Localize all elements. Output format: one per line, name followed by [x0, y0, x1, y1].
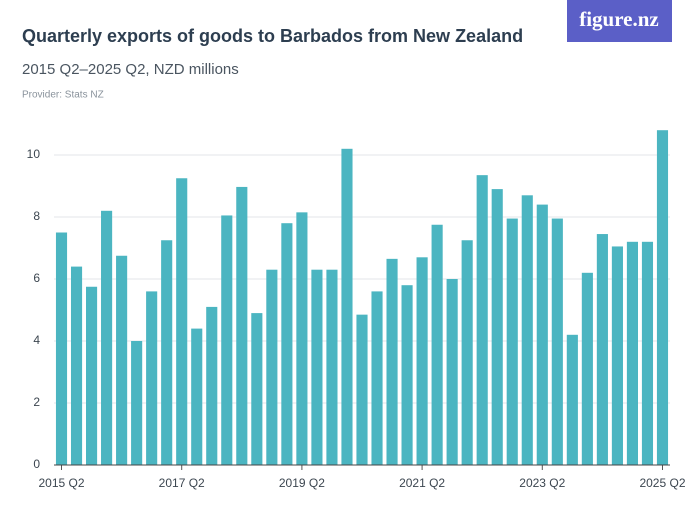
y-tick-label: 6 — [33, 271, 40, 285]
bar — [626, 241, 638, 465]
y-tick-label: 10 — [27, 147, 41, 161]
bar — [70, 266, 83, 465]
bar — [266, 269, 278, 465]
bar — [206, 306, 218, 465]
y-tick-label: 2 — [33, 395, 40, 409]
bar — [371, 291, 383, 465]
bar — [176, 178, 188, 465]
bar — [581, 272, 593, 465]
provider: Provider: Stats NZ — [22, 90, 104, 101]
bar — [86, 286, 98, 465]
y-tick-label: 4 — [33, 333, 40, 347]
x-tick-label: 2015 Q2 — [38, 476, 84, 490]
bar — [251, 313, 263, 465]
bar — [491, 189, 503, 465]
bar — [506, 218, 518, 465]
bar — [611, 246, 623, 465]
y-tick-label: 0 — [33, 457, 40, 471]
bar — [101, 210, 113, 465]
bar — [521, 195, 533, 466]
bar — [416, 257, 428, 465]
bar — [596, 234, 608, 465]
x-tick-label: 2017 Q2 — [159, 476, 205, 490]
bar — [116, 255, 128, 465]
bar — [431, 224, 443, 465]
bar — [566, 334, 578, 465]
logo-box — [567, 0, 672, 42]
x-tick-label: 2019 Q2 — [279, 476, 325, 490]
bar — [191, 328, 203, 465]
logo[interactable]: figure.nz — [579, 7, 659, 31]
bar — [356, 314, 368, 465]
bar — [656, 130, 669, 465]
bar — [401, 285, 413, 465]
x-tick-label: 2021 Q2 — [399, 476, 445, 490]
bar — [386, 258, 398, 465]
chart-title: Quarterly exports of goods to Barbados f… — [22, 26, 523, 46]
bar — [461, 240, 473, 465]
bar — [341, 148, 353, 466]
x-tick-label: 2023 Q2 — [519, 476, 565, 490]
bar — [281, 223, 293, 465]
y-tick-label: 8 — [33, 209, 40, 223]
x-tick-label: 2025 Q2 — [639, 476, 685, 490]
bar — [296, 212, 308, 465]
bar — [641, 241, 654, 465]
bar — [161, 240, 173, 465]
bar — [221, 215, 233, 465]
bar — [55, 232, 68, 465]
bar — [536, 204, 548, 465]
bar — [131, 341, 143, 465]
bar — [236, 186, 248, 465]
bar — [146, 291, 158, 465]
bar — [311, 269, 323, 465]
bar — [551, 218, 563, 465]
bar — [446, 279, 458, 465]
bar — [476, 175, 488, 465]
bar — [326, 269, 338, 465]
chart-subtitle: 2015 Q2–2025 Q2, NZD millions — [22, 61, 239, 78]
